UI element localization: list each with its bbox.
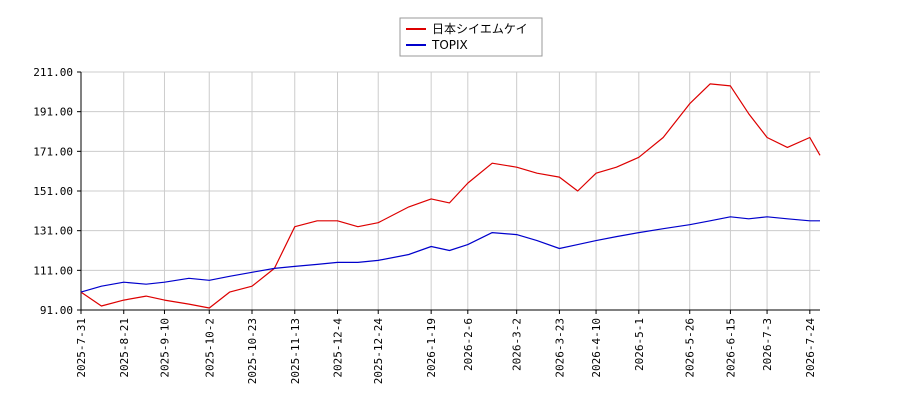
x-tick-label: 2025-9-10 — [158, 318, 171, 378]
legend-label-cmk: 日本シイエムケイ — [432, 22, 528, 36]
x-tick-label: 2026-2-6 — [462, 318, 475, 371]
y-tick-label: 191.00 — [33, 106, 73, 119]
x-tick-label: 2025-12-4 — [332, 318, 345, 378]
y-axis: 211.00 191.00 171.00 151.00 131.00 111.00 91.0… — [33, 66, 81, 317]
y-tick-label: 211.00 — [33, 66, 73, 79]
legend-label-topix: TOPIX — [431, 38, 468, 52]
y-tick-label: 131.00 — [33, 225, 73, 238]
grid-lines — [80, 71, 820, 311]
y-tick-label: 151.00 — [33, 185, 73, 198]
x-tick-label: 2025-10-2 — [203, 318, 216, 378]
x-axis: 2025-7-31 2025-8-21 2025-9-10 2025-10-2 2025… — [75, 310, 817, 384]
y-tick-label: 111.00 — [33, 264, 73, 277]
x-tick-label: 2025-8-21 — [118, 318, 131, 378]
x-tick-label: 2026-7-3 — [761, 318, 774, 371]
x-tick-label: 2026-6-15 — [724, 318, 737, 378]
x-tick-label: 2026-5-1 — [633, 318, 646, 371]
x-tick-label: 2025-7-31 — [75, 318, 88, 378]
x-tick-label: 2026-3-2 — [511, 318, 524, 371]
series-line-topix — [80, 216, 820, 293]
x-tick-label: 2025-11-13 — [289, 318, 302, 384]
x-tick-label: 2025-10-23 — [246, 318, 259, 384]
legend: 日本シイエムケイ TOPIX — [399, 17, 543, 57]
series-layer — [80, 83, 821, 309]
x-tick-label: 2026-1-19 — [425, 318, 438, 378]
y-tick-label: 91.00 — [40, 304, 73, 317]
x-tick-label: 2026-7-24 — [804, 318, 817, 378]
series-line-cmk — [80, 83, 821, 309]
x-tick-label: 2026-4-10 — [590, 318, 603, 378]
legend-box — [399, 17, 543, 57]
x-tick-label: 2026-5-26 — [684, 318, 697, 378]
y-tick-label: 171.00 — [33, 145, 73, 158]
x-tick-label: 2026-3-23 — [553, 318, 566, 378]
x-tick-label: 2025-12-24 — [372, 318, 385, 385]
